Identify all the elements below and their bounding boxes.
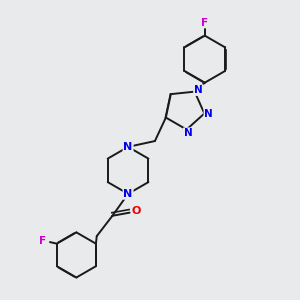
Text: N: N [123, 189, 133, 199]
Text: O: O [132, 206, 141, 216]
Text: F: F [39, 236, 46, 247]
Text: N: N [194, 85, 203, 95]
Text: N: N [184, 128, 193, 138]
Text: N: N [123, 142, 133, 152]
Text: N: N [204, 109, 213, 118]
Text: F: F [201, 17, 208, 28]
